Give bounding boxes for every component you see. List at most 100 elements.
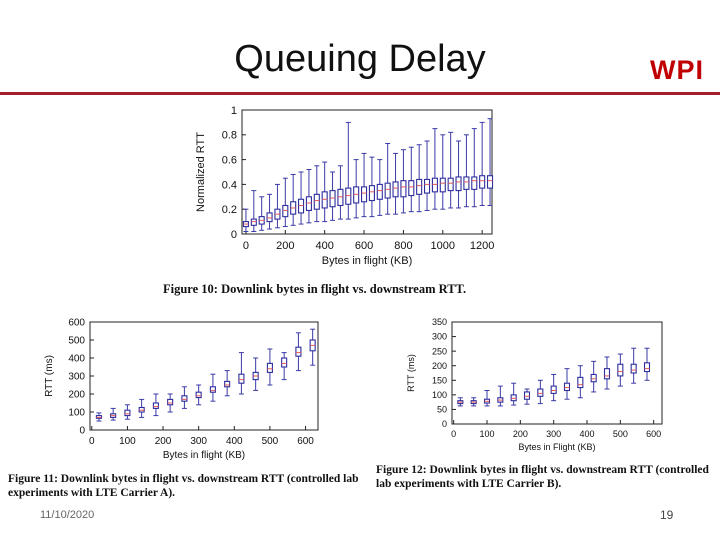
iqr-box — [630, 363, 637, 374]
box-8 — [563, 368, 571, 400]
box-7 — [298, 171, 305, 225]
box-9 — [313, 165, 320, 223]
iqr-box — [321, 191, 328, 209]
y-tick-label: 0.4 — [222, 179, 237, 191]
box-13 — [345, 121, 352, 220]
box-12 — [266, 348, 273, 386]
iqr-box — [167, 398, 174, 406]
box-5 — [167, 393, 174, 413]
figure-12-caption: Figure 12: Downlink bytes in flight vs. … — [376, 464, 709, 490]
box-3 — [266, 193, 273, 230]
x-tick-label: 300 — [190, 436, 207, 447]
figure-11-caption: Figure 11: Downlink bytes in flight vs. … — [8, 473, 359, 499]
y-tick-label: 100 — [68, 408, 85, 419]
box-9 — [577, 365, 584, 399]
iqr-box — [298, 198, 305, 214]
box-5 — [282, 177, 289, 228]
box-10 — [238, 352, 245, 395]
x-tick-label: 0 — [451, 429, 456, 439]
box-12 — [617, 353, 624, 387]
x-tick-label: 400 — [226, 436, 243, 447]
x-tick-label: 0 — [243, 240, 249, 252]
iqr-box — [510, 394, 517, 402]
box-0 — [95, 412, 102, 422]
x-tick-label: 400 — [315, 240, 333, 252]
box-13 — [630, 347, 637, 384]
figure-11-chart: 0 100 200 300 400 500 600 0 100 200 300 400 500 600 By… — [44, 318, 319, 461]
x-tick-label: 300 — [546, 429, 561, 439]
iqr-box — [238, 373, 245, 384]
iqr-box — [408, 180, 415, 197]
box-2 — [258, 196, 265, 231]
box-3 — [138, 398, 145, 418]
iqr-box — [376, 183, 383, 200]
box-4 — [152, 393, 159, 417]
iqr-box — [305, 196, 312, 211]
x-tick-label: 800 — [394, 240, 412, 252]
iqr-box — [537, 388, 544, 397]
x-tick-label: 1000 — [431, 240, 455, 252]
x-tick-label: 500 — [262, 436, 279, 447]
y-tick-label: 350 — [432, 317, 447, 327]
box-14 — [295, 332, 302, 372]
y-axis-label: RTT (ms) — [406, 354, 416, 392]
iqr-box — [423, 178, 431, 194]
iqr-box — [447, 177, 454, 192]
iqr-box — [590, 373, 597, 383]
box-28 — [463, 134, 470, 208]
box-8 — [209, 373, 216, 402]
iqr-box — [643, 362, 651, 373]
iqr-box — [416, 178, 423, 195]
iqr-box — [250, 218, 257, 226]
iqr-box — [603, 368, 611, 380]
box-26 — [447, 131, 454, 209]
box-29 — [471, 128, 478, 208]
iqr-box — [431, 177, 438, 193]
box-5 — [523, 388, 531, 405]
box-22 — [416, 144, 423, 213]
iqr-box — [617, 363, 624, 377]
x-axis-label: Bytes in Flight (KB) — [518, 442, 595, 452]
iqr-box — [368, 185, 375, 202]
iqr-box — [360, 186, 368, 203]
y-tick-label: 300 — [432, 332, 447, 342]
y-tick-label: 0.2 — [222, 204, 237, 216]
slide-title: Queuing Delay — [234, 38, 486, 80]
iqr-box — [353, 186, 360, 204]
y-axis-label: Normalized RTT — [195, 132, 207, 212]
box-6 — [181, 386, 188, 409]
box-20 — [400, 149, 407, 214]
box-24 — [431, 128, 438, 210]
iqr-box — [295, 346, 302, 357]
y-tick-label: 0.6 — [222, 154, 237, 166]
y-tick-label: 600 — [68, 318, 85, 329]
x-tick-label: 600 — [646, 429, 661, 439]
title-divider — [0, 92, 720, 95]
x-axis-label: Bytes in flight (KB) — [322, 255, 412, 267]
iqr-box — [224, 380, 231, 388]
iqr-box — [384, 182, 391, 199]
x-tick-label: 200 — [155, 436, 172, 447]
box-23 — [423, 140, 431, 211]
y-tick-label: 200 — [432, 361, 447, 371]
iqr-box — [345, 187, 352, 205]
y-axis-label: RTT (ms) — [44, 355, 55, 397]
y-tick-label: 200 — [68, 390, 85, 401]
box-18 — [384, 142, 391, 215]
figure-12-chart: 0 50 100 150 200 250 300 350 0 100 200 300 400 500 600… — [406, 317, 663, 452]
iqr-box — [392, 181, 399, 198]
box-14 — [353, 159, 360, 219]
box-10 — [321, 161, 328, 223]
y-tick-label: 500 — [68, 336, 85, 347]
x-tick-label: 100 — [119, 436, 136, 447]
box-6 — [537, 379, 544, 405]
x-tick-label: 1200 — [470, 240, 494, 252]
box-10 — [590, 360, 597, 393]
x-tick-label: 100 — [479, 429, 494, 439]
x-tick-label: 0 — [89, 436, 95, 447]
figure-10-chart: 0 0.2 0.4 0.6 0.8 1 0 200 400 600 800 1000 1200 Bytes… — [195, 105, 494, 267]
box-17 — [376, 159, 383, 216]
y-tick-label: 150 — [432, 375, 447, 385]
box-3 — [497, 385, 504, 407]
box-13 — [281, 352, 288, 381]
